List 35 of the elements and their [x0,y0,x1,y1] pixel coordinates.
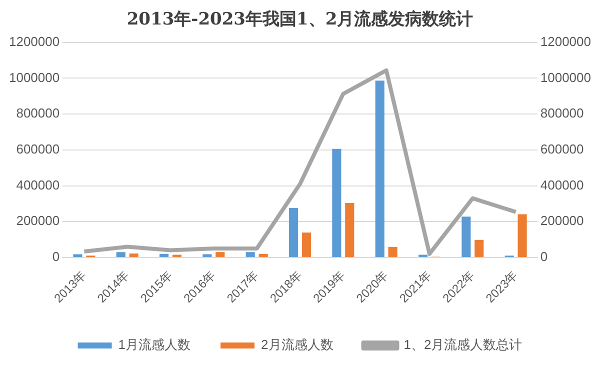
y2-tick-label: 1200000 [540,34,592,49]
y-tick-label: 200000 [16,213,60,228]
y-tick-label: 0 [52,249,60,264]
bar [518,214,527,257]
bar [258,254,268,257]
y2-tick-label: 800000 [540,106,584,121]
bar [345,202,354,257]
bar [216,252,225,257]
y-tick-label: 800000 [16,106,60,121]
y2-tick-label: 1000000 [540,70,592,85]
y2-tick-label: 600000 [540,142,584,157]
bar [246,252,255,257]
bar [288,208,298,257]
y2-tick-label: 400000 [540,177,584,192]
bar [129,254,138,257]
bar [462,216,471,257]
y-tick-label: 1200000 [8,34,60,49]
bar [388,246,398,257]
y-tick-label: 600000 [16,142,60,157]
legend-label: 2月流感人数 [261,337,334,352]
bar [474,240,484,257]
bar [73,254,82,257]
y-tick-label: 400000 [16,177,60,192]
bar [332,148,342,257]
legend-label: 1月流感人数 [118,337,191,352]
chart-title: 2013年-2023年我国1、2月流感发病数统计 [126,10,474,30]
y2-tick-label: 0 [540,249,548,264]
legend-label: 1、2月流感人数总计 [404,337,522,352]
bar [116,252,126,257]
y2-tick-label: 200000 [540,213,584,228]
bar [375,80,384,257]
y-tick-label: 1000000 [8,70,60,85]
bar [160,254,169,257]
bar [202,254,212,257]
bar [302,232,312,257]
